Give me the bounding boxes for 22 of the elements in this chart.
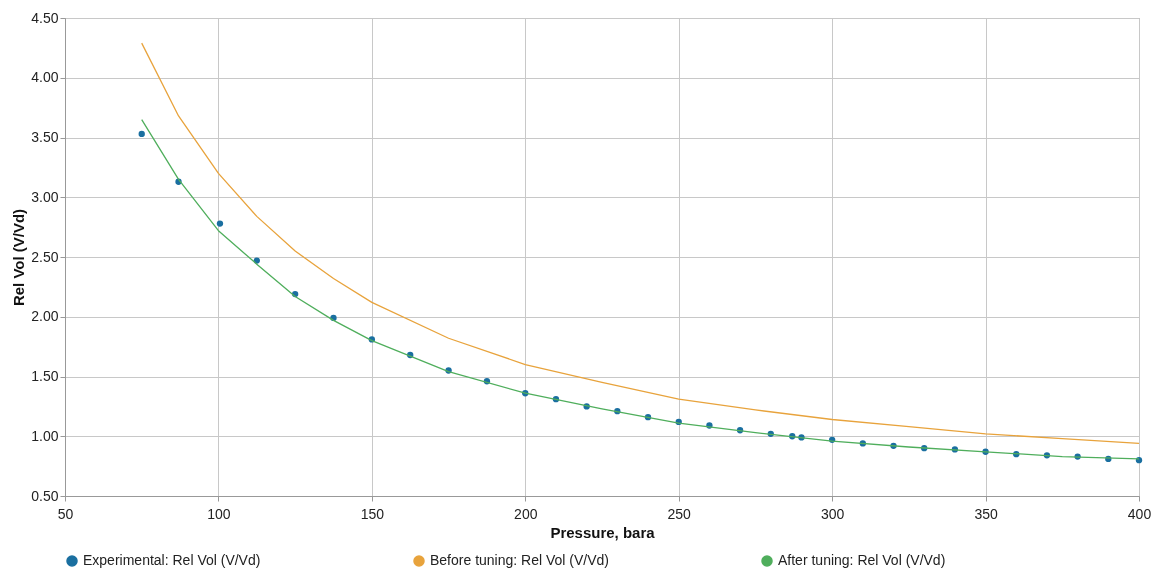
x-tick-label: 100 xyxy=(207,505,231,522)
legend-label: After tuning: Rel Vol (V/Vd) xyxy=(778,552,946,568)
legend-label: Experimental: Rel Vol (V/Vd) xyxy=(83,552,261,568)
x-tick-label: 250 xyxy=(667,505,692,522)
y-tick-label: 2.00 xyxy=(31,308,59,325)
x-axis-title: Pressure, bara xyxy=(550,523,656,541)
y-tick-label: 0.50 xyxy=(31,487,59,504)
x-tick-label: 400 xyxy=(1127,505,1152,522)
x-tick-label: 300 xyxy=(820,505,845,522)
x-tick-label: 50 xyxy=(57,505,74,522)
y-tick-label: 4.50 xyxy=(31,9,59,26)
y-tick-label: 3.00 xyxy=(31,188,59,205)
y-axis-title: Rel Vol (V/Vd) xyxy=(10,208,28,307)
y-tick-label: 2.50 xyxy=(31,248,59,265)
x-tick-label: 150 xyxy=(360,505,385,522)
y-tick-label: 4.00 xyxy=(31,69,59,86)
legend-label: Before tuning: Rel Vol (V/Vd) xyxy=(430,552,609,568)
y-tick-label: 1.00 xyxy=(31,427,59,444)
y-tick-label: 1.50 xyxy=(31,368,59,384)
x-tick-label: 200 xyxy=(514,505,538,522)
y-tick-label: 3.50 xyxy=(31,129,59,145)
x-tick-label: 350 xyxy=(974,505,998,522)
